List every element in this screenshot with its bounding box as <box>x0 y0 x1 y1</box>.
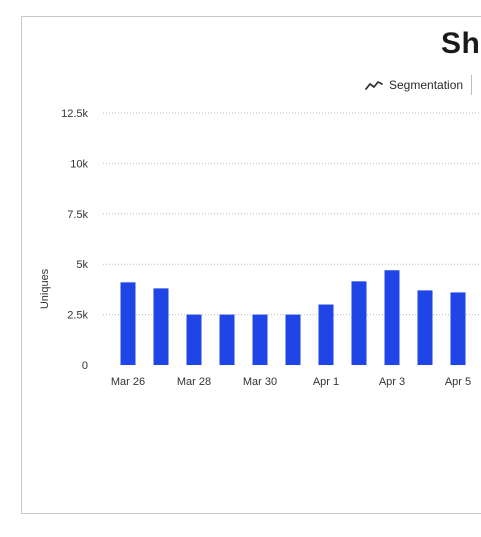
line-chart-icon <box>365 81 383 90</box>
bar <box>384 270 400 365</box>
bar <box>285 314 301 365</box>
y-tick-label: 7.5k <box>67 209 88 221</box>
x-tick-label: Apr 1 <box>313 376 339 388</box>
y-axis-title: Uniques <box>39 268 51 309</box>
bar <box>318 304 334 365</box>
bar <box>351 281 367 365</box>
bar <box>450 292 466 365</box>
bar <box>186 314 202 365</box>
bar <box>252 314 268 365</box>
y-tick-label: 2.5k <box>67 310 88 322</box>
x-tick-label: Mar 30 <box>243 376 277 388</box>
legend-label: Segmentation <box>389 78 464 92</box>
chart-panel: Sh Segmentation <box>21 16 481 514</box>
x-tick-label: Mar 26 <box>111 376 145 388</box>
legend[interactable]: Segmentation <box>365 75 472 95</box>
chart-title: Sh <box>441 27 481 60</box>
y-tick-label: 12.5k <box>61 108 88 120</box>
legend-separator <box>471 75 472 95</box>
bar <box>219 314 235 365</box>
bar <box>120 282 136 365</box>
x-tick-label: Mar 28 <box>177 376 211 388</box>
x-tick-label: Apr 5 <box>445 376 471 388</box>
y-tick-label: 5k <box>76 259 88 271</box>
bar <box>417 290 433 365</box>
y-tick-label: 0 <box>82 360 88 372</box>
x-tick-label: Apr 3 <box>379 376 405 388</box>
bar <box>153 288 169 365</box>
y-tick-label: 10k <box>70 158 88 170</box>
